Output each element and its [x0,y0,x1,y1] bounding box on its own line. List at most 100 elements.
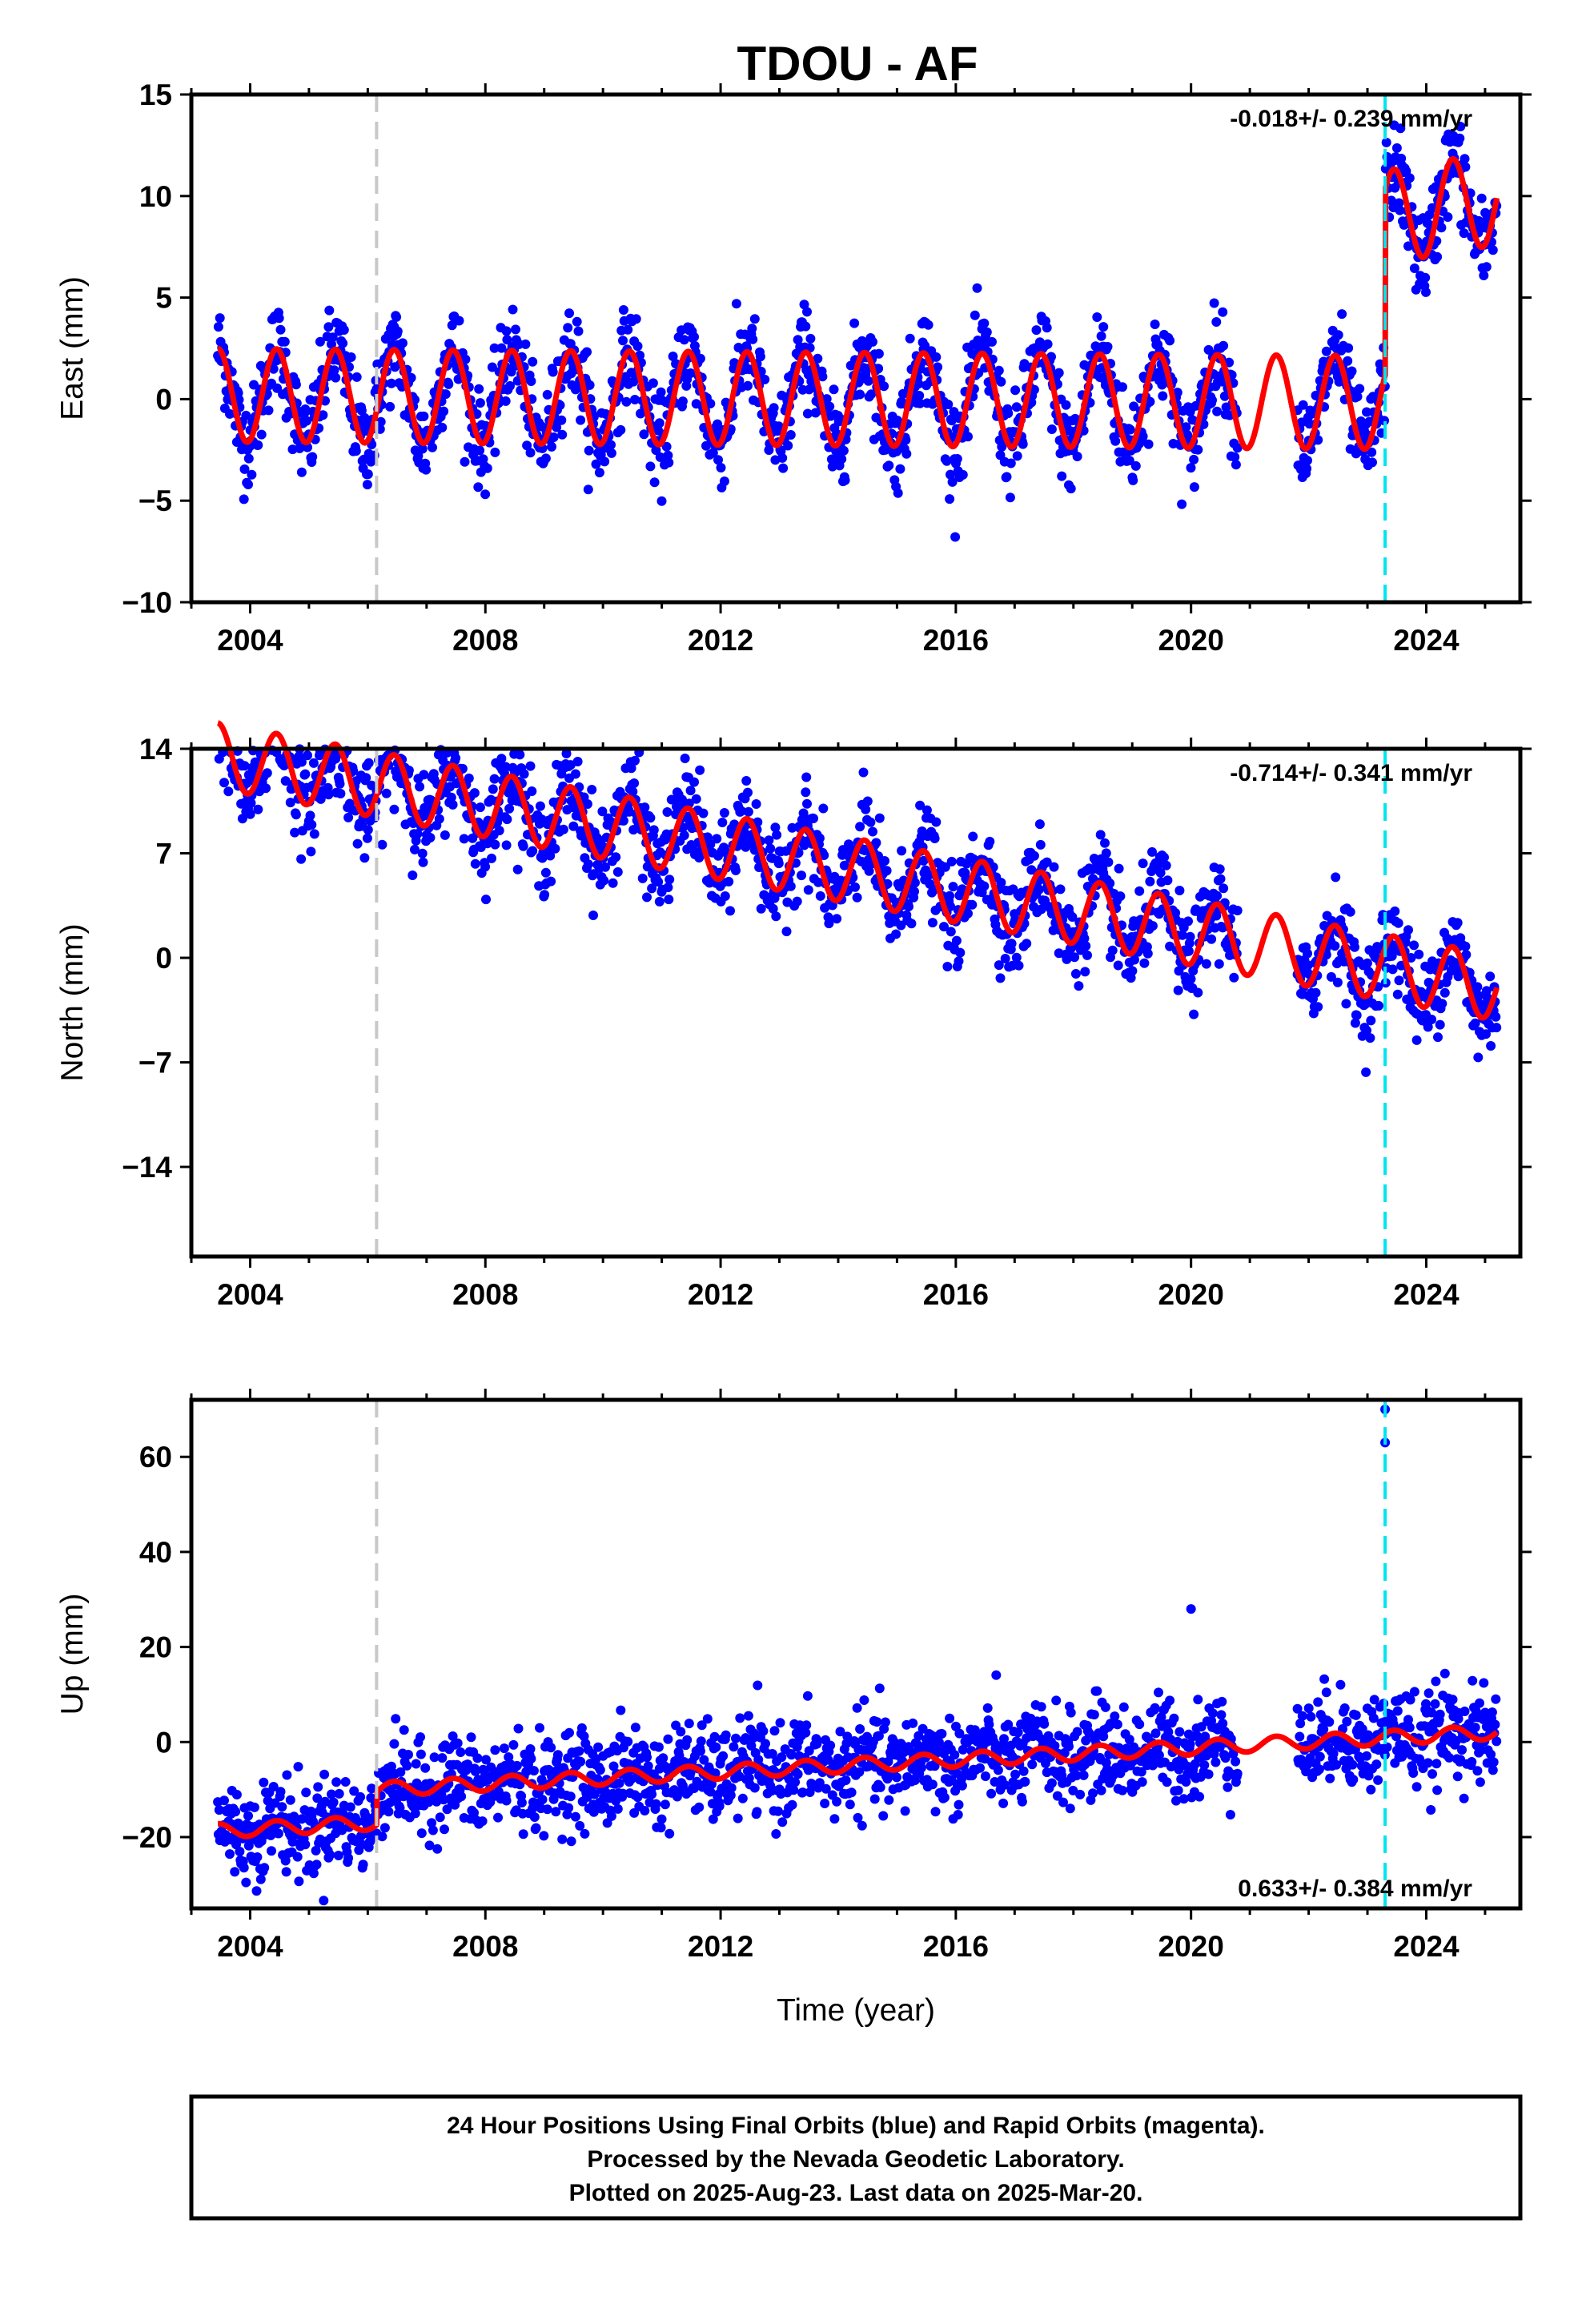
data-point [900,1806,910,1816]
data-point [812,1739,822,1749]
data-point [1432,251,1443,262]
data-point [1351,1010,1362,1020]
data-point [1147,921,1158,931]
x-tick-label: 2020 [1158,1278,1224,1311]
data-point [645,813,656,823]
data-point [487,362,497,372]
data-point [957,1780,967,1791]
data-point [319,1769,330,1779]
data-point [951,935,962,946]
data-point [489,774,500,784]
data-point [331,1777,342,1787]
data-point [444,379,454,389]
data-point [777,452,788,463]
data-point [1212,891,1223,901]
data-point [1173,985,1183,995]
data-point [539,1831,549,1841]
data-point [522,440,532,451]
data-point [982,327,992,337]
y-tick-label: 10 [139,180,172,213]
data-point [531,1823,541,1833]
data-point [905,333,915,344]
data-point [931,352,942,362]
data-point [306,846,316,857]
data-point [852,892,862,903]
data-point [1070,969,1081,979]
data-point [955,947,966,958]
data-point [466,1732,476,1743]
data-point [513,1723,524,1734]
data-point [665,1828,675,1839]
data-point [640,802,650,813]
data-point [1046,424,1057,434]
data-point [239,494,249,505]
data-point [773,1806,783,1816]
data-point [301,1787,311,1798]
data-point [1472,982,1483,992]
data-point [764,835,774,846]
data-point [756,903,766,914]
data-point [639,429,649,440]
data-point [223,786,234,797]
data-point [874,1683,885,1694]
data-point [761,1739,770,1749]
data-point [481,895,491,905]
data-point [447,320,457,331]
data-point [606,448,616,458]
data-point [855,822,865,832]
data-point [1138,858,1148,869]
data-point [897,846,907,856]
data-point [1020,1776,1030,1787]
data-point [535,1723,544,1733]
data-point [685,786,696,796]
data-point [1017,1796,1027,1807]
data-point [1100,838,1110,848]
data-point [1018,439,1028,449]
data-point [1420,272,1431,283]
data-point [920,340,930,351]
data-point [987,336,997,347]
data-point [1005,493,1015,503]
data-point [219,1795,229,1806]
data-point [891,929,901,939]
data-point [1092,1686,1102,1696]
data-point [328,1797,339,1807]
data-point [1394,975,1404,986]
data-point [875,1782,885,1792]
data-point [612,866,623,877]
data-point [1209,298,1219,308]
data-point [375,416,386,427]
data-point [1154,1687,1163,1698]
data-point [656,1814,667,1824]
data-point [726,1783,737,1793]
x-tick-label: 2020 [1158,624,1224,657]
data-point [1435,1019,1445,1030]
data-point [319,1896,329,1906]
data-point [404,1750,413,1759]
data-point [1485,971,1496,982]
data-point [356,405,367,416]
data-point [558,824,568,834]
data-point [315,336,325,347]
data-point [1347,366,1357,376]
data-point [942,456,952,466]
data-point [865,817,876,827]
data-point [751,799,761,809]
data-point [566,1836,576,1847]
x-tick-label: 2016 [923,624,989,657]
data-point [861,804,871,814]
data-point [718,1751,729,1761]
data-point [698,808,709,818]
data-point [663,450,673,460]
data-point [1302,464,1312,474]
data-point [616,1705,626,1715]
data-point [1174,1727,1185,1737]
data-point [714,1801,725,1811]
data-point [993,1765,1003,1775]
data-point [511,324,520,335]
data-point [1145,876,1155,887]
data-point [583,485,593,495]
data-point [526,376,536,386]
data-point [410,1808,420,1819]
